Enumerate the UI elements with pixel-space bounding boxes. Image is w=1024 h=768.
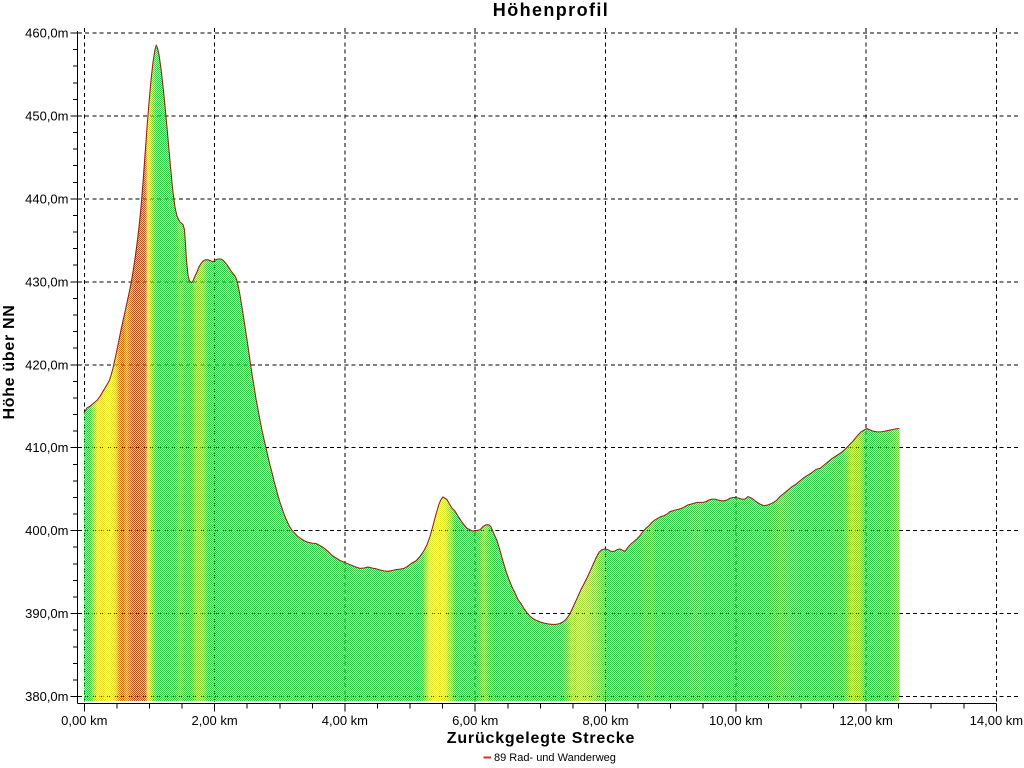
svg-text:420,0m: 420,0m (25, 357, 68, 372)
svg-text:400,0m: 400,0m (25, 523, 68, 538)
svg-text:440,0m: 440,0m (25, 191, 68, 206)
svg-text:380,0m: 380,0m (25, 689, 68, 704)
svg-text:6,00 km: 6,00 km (452, 713, 498, 728)
svg-text:390,0m: 390,0m (25, 606, 68, 621)
svg-text:410,0m: 410,0m (25, 440, 68, 455)
svg-text:430,0m: 430,0m (25, 274, 68, 289)
svg-text:8,00 km: 8,00 km (582, 713, 628, 728)
svg-text:Zurückgelegte Strecke: Zurückgelegte Strecke (447, 730, 635, 747)
svg-text:14,00 km: 14,00 km (970, 713, 1023, 728)
svg-text:10,00 km: 10,00 km (709, 713, 762, 728)
svg-text:0,00 km: 0,00 km (61, 713, 107, 728)
svg-text:Höhe über NN: Höhe über NN (1, 304, 18, 419)
svg-text:450,0m: 450,0m (25, 108, 68, 123)
svg-text:Höhenprofil: Höhenprofil (493, 0, 609, 20)
svg-text:89 Rad- und Wanderweg: 89 Rad- und Wanderweg (494, 752, 616, 764)
svg-text:2,00 km: 2,00 km (191, 713, 237, 728)
svg-text:12,00 km: 12,00 km (839, 713, 892, 728)
svg-text:4,00 km: 4,00 km (322, 713, 368, 728)
svg-text:460,0m: 460,0m (25, 26, 68, 41)
